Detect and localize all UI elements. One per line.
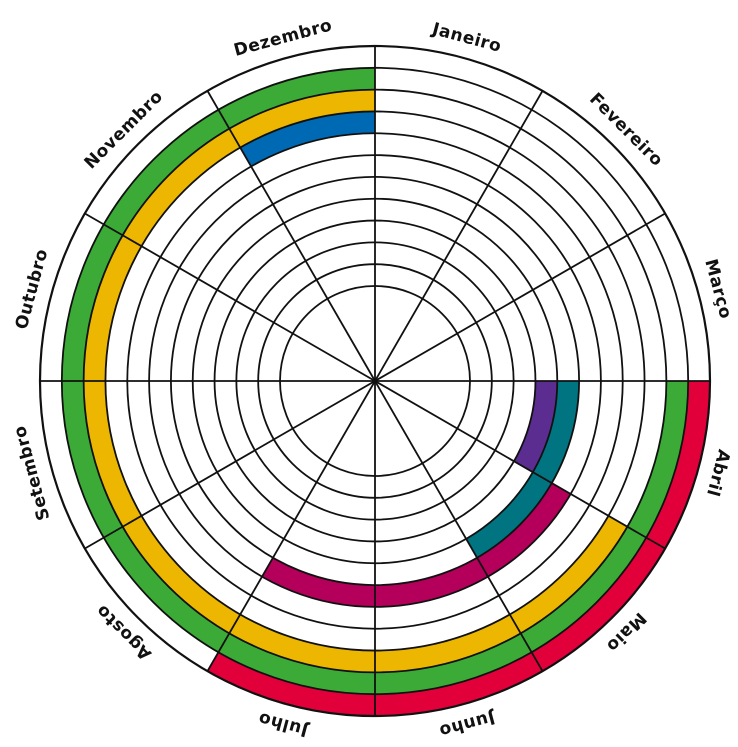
band-7 bbox=[513, 381, 558, 473]
month-label-3: Março bbox=[700, 257, 735, 321]
month-label-7: Julho bbox=[256, 708, 311, 741]
band-6 bbox=[466, 381, 580, 558]
spoke-2 bbox=[374, 90, 544, 382]
month-label-1: Janeiro bbox=[429, 19, 504, 57]
band-5 bbox=[262, 483, 571, 607]
spoke-11 bbox=[84, 212, 376, 382]
spoke-12 bbox=[206, 90, 376, 382]
band-1 bbox=[207, 381, 710, 716]
spoke-5 bbox=[374, 380, 666, 550]
spoke-8 bbox=[206, 380, 376, 672]
band-4 bbox=[240, 111, 375, 167]
month-label-4: Abril bbox=[702, 447, 734, 498]
spoke-9 bbox=[84, 380, 376, 550]
spoke-6 bbox=[374, 380, 544, 672]
month-label-6: Junho bbox=[437, 707, 498, 741]
spoke-3 bbox=[374, 212, 666, 382]
